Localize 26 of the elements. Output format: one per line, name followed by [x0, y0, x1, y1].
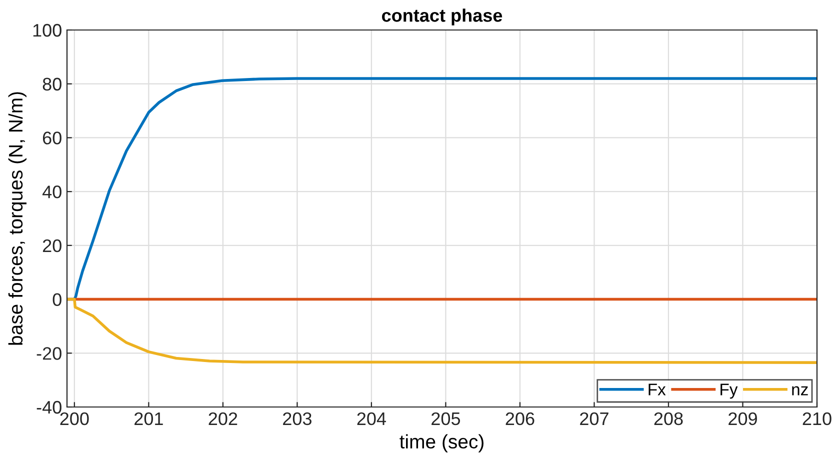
y-tick-label: 80: [42, 78, 62, 91]
x-tick-label: 204: [357, 412, 386, 426]
legend-label: Fx: [648, 384, 666, 396]
x-tick-label: 205: [432, 412, 460, 426]
x-tick-label: 207: [580, 412, 608, 426]
y-tick-label: 40: [42, 186, 62, 198]
legend-label: nz: [792, 386, 808, 396]
y-axis-title: base forces, torques (N, N/m): [8, 92, 26, 345]
y-tick-label: -40: [36, 400, 62, 414]
y-tick-label: 60: [42, 132, 62, 144]
y-tick-label: 20: [42, 239, 62, 252]
x-tick-label: 209: [728, 412, 757, 426]
x-tick-label: 202: [208, 412, 238, 426]
x-tick-label: 206: [506, 412, 534, 426]
y-tick-label: -20: [36, 347, 62, 360]
x-tick-label: 200: [60, 412, 89, 426]
chart-title: contact phase: [382, 8, 502, 26]
x-axis-title: time (sec): [400, 434, 484, 452]
legend-label: Fy: [720, 384, 738, 399]
x-tick-label: 203: [283, 412, 312, 426]
y-tick-label: 0: [52, 293, 62, 306]
x-tick-label: 201: [134, 412, 163, 426]
x-tick-label: 208: [654, 412, 683, 426]
line-series: [67, 298, 817, 364]
x-tick-label: 210: [802, 412, 832, 426]
y-tick-label: 100: [33, 24, 62, 37]
